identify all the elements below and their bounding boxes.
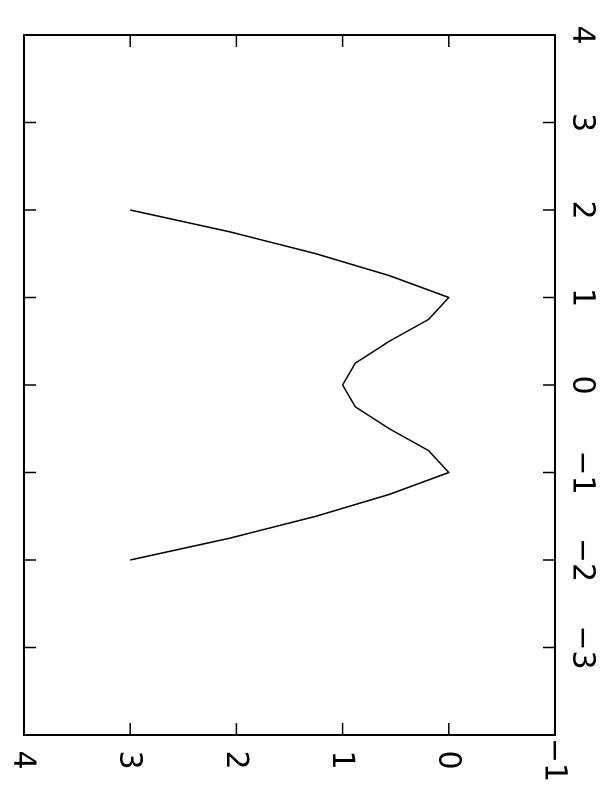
tick-marks <box>23 34 556 735</box>
x-tick-label: 4 <box>566 25 601 44</box>
plot-frame <box>23 34 556 736</box>
tick-labels: −3 −2 −1 0 1 2 3 4 −1 0 1 2 3 4 <box>7 25 601 782</box>
y-tick-label: 4 <box>7 750 42 769</box>
series-group <box>130 209 450 561</box>
x-tick-label: −2 <box>566 538 601 582</box>
x-tick-label: 1 <box>566 288 601 307</box>
x-tick-label: 2 <box>566 200 601 219</box>
y-tick-label: 0 <box>431 750 466 769</box>
x-tick-label: −3 <box>566 625 601 669</box>
x-tick-label: −1 <box>566 450 601 494</box>
x-tick-label: 3 <box>566 113 601 132</box>
y-tick-label: −1 <box>538 738 573 782</box>
x-tick-label: 0 <box>566 375 601 394</box>
y-tick-label: 3 <box>113 750 148 769</box>
y-tick-label: 1 <box>325 750 360 769</box>
y-tick-label: 2 <box>219 750 254 769</box>
series-line-0 <box>130 209 450 561</box>
